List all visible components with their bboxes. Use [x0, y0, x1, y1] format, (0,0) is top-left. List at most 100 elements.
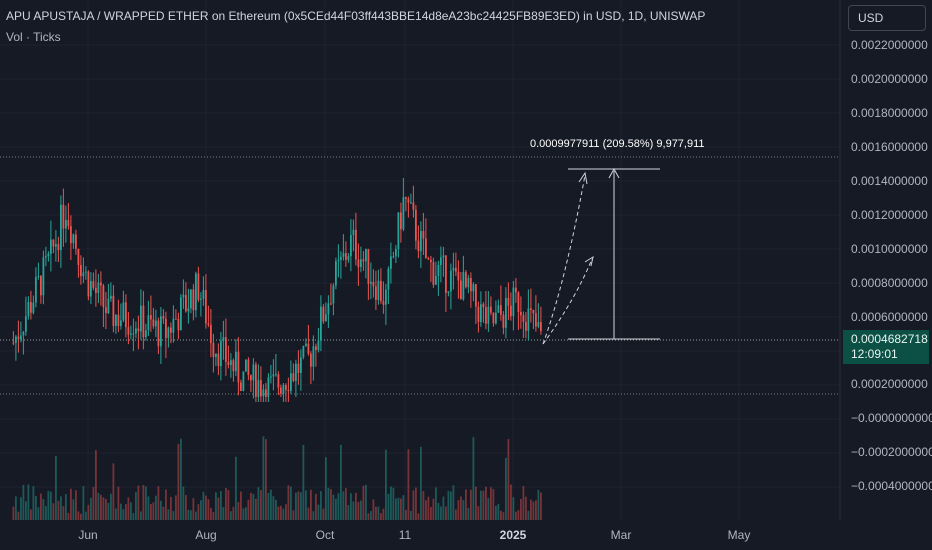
candle-body [14, 336, 17, 343]
volume-bar [367, 513, 370, 520]
candle-body [417, 240, 420, 252]
candle-body [104, 307, 107, 314]
candle-body [97, 282, 100, 293]
volume-bar [199, 500, 202, 520]
volume-bar [44, 506, 47, 520]
volume-bar [384, 449, 387, 520]
volume-bar [147, 496, 150, 520]
candle-body [149, 315, 152, 320]
volume-bar [29, 509, 32, 520]
volume-bar [149, 503, 152, 520]
candle-body [424, 238, 427, 259]
candle-body [489, 306, 492, 313]
candle-body [39, 275, 42, 296]
indicator-label[interactable]: Vol · Ticks [6, 30, 61, 44]
candle-body [392, 256, 395, 258]
volume-bar [159, 500, 162, 520]
candle-body [384, 289, 387, 305]
volume-bar [69, 488, 72, 520]
candle-body [209, 324, 212, 344]
volume-bar [397, 497, 400, 520]
candle-body [504, 297, 507, 328]
volume-bar [394, 498, 397, 520]
volume-bar [307, 507, 310, 520]
candle-body [519, 312, 522, 316]
candle-body [317, 340, 320, 351]
volume-bar [324, 457, 327, 520]
candle-body [229, 360, 232, 365]
volume-bar [472, 437, 475, 520]
candle-body [267, 377, 270, 397]
candle-body [139, 305, 142, 332]
volume-bar [87, 504, 90, 520]
candle-body [164, 318, 167, 339]
candle-body [297, 363, 300, 374]
price-tick: −0.0002000000 [851, 445, 932, 459]
candle-body [47, 253, 50, 256]
candle-body [319, 306, 322, 341]
volume-bar [319, 491, 322, 520]
volume-bar [84, 511, 87, 520]
candle-body [189, 289, 192, 309]
candle-body [459, 280, 462, 300]
candle-body [452, 267, 455, 271]
candle-body [192, 289, 195, 311]
candle-body [137, 328, 140, 332]
candle-body [512, 287, 515, 317]
candle-body [167, 327, 170, 339]
candle-body [509, 305, 512, 317]
candle-body [187, 308, 190, 312]
candle-body [337, 259, 340, 262]
volume-bar [507, 439, 510, 520]
candle-body [507, 297, 510, 306]
volume-bar [419, 446, 422, 520]
volume-bar [287, 485, 290, 520]
volume-bar [27, 484, 30, 520]
volume-bar [469, 489, 472, 520]
volume-bar [14, 496, 17, 520]
candle-body [469, 277, 472, 292]
candle-body [262, 389, 265, 397]
volume-bar [504, 457, 507, 520]
measure-label[interactable]: 0.0009977911 (209.58%) 9,977,911 [530, 138, 705, 150]
candle-body [282, 385, 285, 394]
volume-bar [109, 493, 112, 520]
candle-body [49, 239, 52, 254]
volume-bar [479, 490, 482, 520]
volume-bar [267, 492, 270, 520]
volume-bar [539, 492, 542, 520]
candle-body [287, 389, 290, 392]
measure-arrow-head [608, 167, 620, 179]
candle-body [194, 273, 197, 311]
volume-bar [92, 487, 95, 520]
volume-bar [227, 490, 230, 520]
currency-button[interactable]: USD [848, 5, 926, 31]
volume-bar [144, 486, 147, 520]
candle-body [479, 304, 482, 323]
candle-body [527, 308, 530, 331]
candle-body [114, 314, 117, 326]
candle-body [34, 276, 37, 303]
volume-bar [439, 506, 442, 520]
volume-bar [114, 508, 117, 520]
candle-body [394, 249, 397, 257]
projection-arrow-low [584, 255, 594, 267]
last-price-tag: 0.0004682718 12:09:01 [843, 330, 929, 364]
candle-body [387, 268, 390, 290]
volume-bar [414, 487, 417, 520]
volume-bar [289, 486, 292, 520]
candle-body [29, 301, 32, 313]
candle-body [57, 244, 60, 251]
candle-body [174, 318, 177, 320]
candle-body [212, 343, 215, 358]
candle-body [329, 303, 332, 305]
volume-bar [499, 510, 502, 520]
candle-body [414, 209, 417, 241]
volume-bar [412, 490, 415, 520]
time-tick: Oct [315, 528, 335, 542]
time-tick: Mar [610, 528, 632, 542]
candle-body [112, 295, 115, 326]
volume-bar [197, 504, 200, 520]
volume-bar [257, 487, 260, 520]
